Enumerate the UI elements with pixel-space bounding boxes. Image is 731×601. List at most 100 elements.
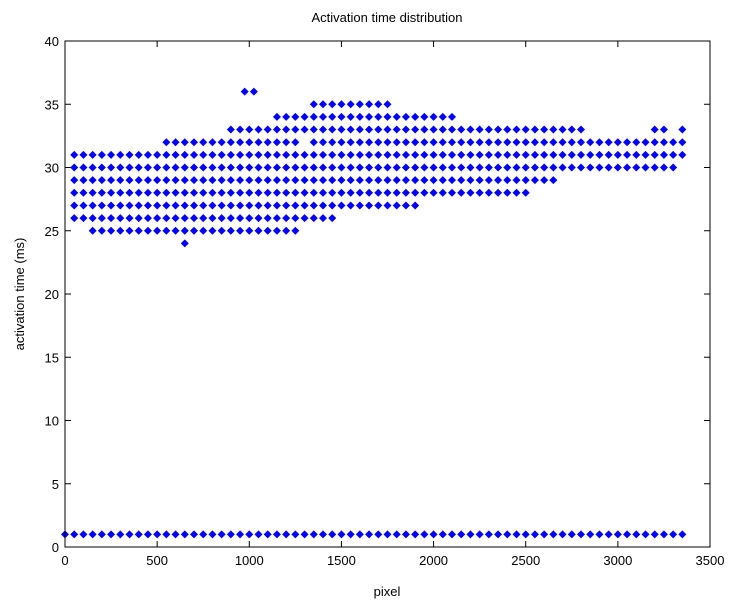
data-point bbox=[134, 201, 143, 210]
data-point bbox=[586, 163, 595, 172]
data-point bbox=[291, 125, 300, 134]
data-point bbox=[319, 201, 327, 210]
data-point bbox=[79, 214, 88, 223]
data-point bbox=[319, 138, 327, 147]
data-point bbox=[466, 150, 475, 159]
y-tick-label: 5 bbox=[52, 477, 59, 492]
data-point bbox=[282, 201, 291, 210]
data-point bbox=[328, 214, 337, 223]
data-point bbox=[337, 163, 346, 172]
data-point bbox=[374, 201, 383, 210]
data-point bbox=[125, 226, 134, 235]
data-point bbox=[383, 112, 392, 121]
data-point bbox=[309, 188, 318, 197]
data-point bbox=[254, 150, 263, 159]
data-point bbox=[669, 530, 678, 539]
data-point bbox=[263, 150, 272, 159]
data-point bbox=[309, 214, 318, 223]
data-point bbox=[291, 150, 300, 159]
data-point bbox=[217, 226, 226, 235]
data-point bbox=[429, 138, 438, 147]
data-point bbox=[190, 176, 198, 185]
data-point bbox=[162, 201, 171, 210]
data-point bbox=[107, 530, 116, 539]
data-point bbox=[226, 201, 235, 210]
data-point bbox=[494, 150, 503, 159]
data-point bbox=[263, 530, 272, 539]
data-point bbox=[475, 163, 484, 172]
data-point bbox=[208, 530, 217, 539]
data-point bbox=[300, 530, 309, 539]
data-point bbox=[190, 201, 198, 210]
data-point bbox=[79, 176, 88, 185]
data-point bbox=[116, 214, 125, 223]
data-point bbox=[309, 125, 318, 134]
data-point bbox=[254, 188, 263, 197]
data-point bbox=[199, 201, 208, 210]
data-point bbox=[669, 150, 678, 159]
data-point bbox=[448, 138, 456, 147]
data-point bbox=[337, 125, 346, 134]
data-point bbox=[282, 188, 291, 197]
data-point bbox=[401, 176, 410, 185]
data-point bbox=[484, 150, 493, 159]
data-point bbox=[328, 150, 337, 159]
data-point bbox=[217, 214, 226, 223]
data-point bbox=[494, 188, 503, 197]
data-point bbox=[291, 163, 300, 172]
data-point bbox=[208, 150, 217, 159]
data-point bbox=[97, 214, 106, 223]
data-point bbox=[97, 530, 106, 539]
data-point bbox=[199, 138, 208, 147]
data-point bbox=[457, 150, 466, 159]
data-point bbox=[300, 163, 309, 172]
plot-area bbox=[65, 41, 710, 547]
data-point bbox=[245, 138, 254, 147]
data-point bbox=[291, 530, 300, 539]
data-point bbox=[374, 125, 383, 134]
data-point bbox=[319, 214, 327, 223]
data-point bbox=[134, 188, 143, 197]
data-point bbox=[171, 163, 180, 172]
x-tick-label: 1000 bbox=[235, 553, 264, 568]
data-point bbox=[401, 112, 410, 121]
data-point bbox=[162, 214, 171, 223]
data-point bbox=[494, 176, 503, 185]
data-point bbox=[438, 530, 447, 539]
data-point bbox=[420, 176, 429, 185]
data-point bbox=[613, 530, 622, 539]
data-point bbox=[226, 138, 235, 147]
data-point bbox=[411, 176, 420, 185]
data-point bbox=[180, 214, 189, 223]
data-point bbox=[429, 112, 438, 121]
data-point bbox=[116, 530, 125, 539]
data-point bbox=[217, 163, 226, 172]
data-point bbox=[282, 163, 291, 172]
data-point bbox=[125, 188, 134, 197]
data-point bbox=[143, 226, 152, 235]
data-point bbox=[328, 138, 337, 147]
data-point bbox=[521, 125, 530, 134]
data-point bbox=[282, 530, 291, 539]
data-point bbox=[97, 201, 106, 210]
data-point bbox=[309, 176, 318, 185]
data-point bbox=[309, 150, 318, 159]
data-point bbox=[199, 530, 208, 539]
data-point bbox=[70, 176, 79, 185]
data-point bbox=[337, 176, 346, 185]
data-point bbox=[438, 112, 447, 121]
data-point bbox=[383, 188, 392, 197]
data-point bbox=[319, 100, 327, 109]
data-point bbox=[678, 150, 687, 159]
data-point bbox=[374, 100, 383, 109]
data-point bbox=[319, 112, 327, 121]
data-point bbox=[475, 125, 484, 134]
data-point bbox=[180, 239, 189, 248]
data-point bbox=[484, 188, 493, 197]
data-point bbox=[116, 163, 125, 172]
data-point bbox=[88, 201, 97, 210]
data-point bbox=[245, 214, 254, 223]
data-point bbox=[217, 201, 226, 210]
data-point bbox=[107, 163, 116, 172]
